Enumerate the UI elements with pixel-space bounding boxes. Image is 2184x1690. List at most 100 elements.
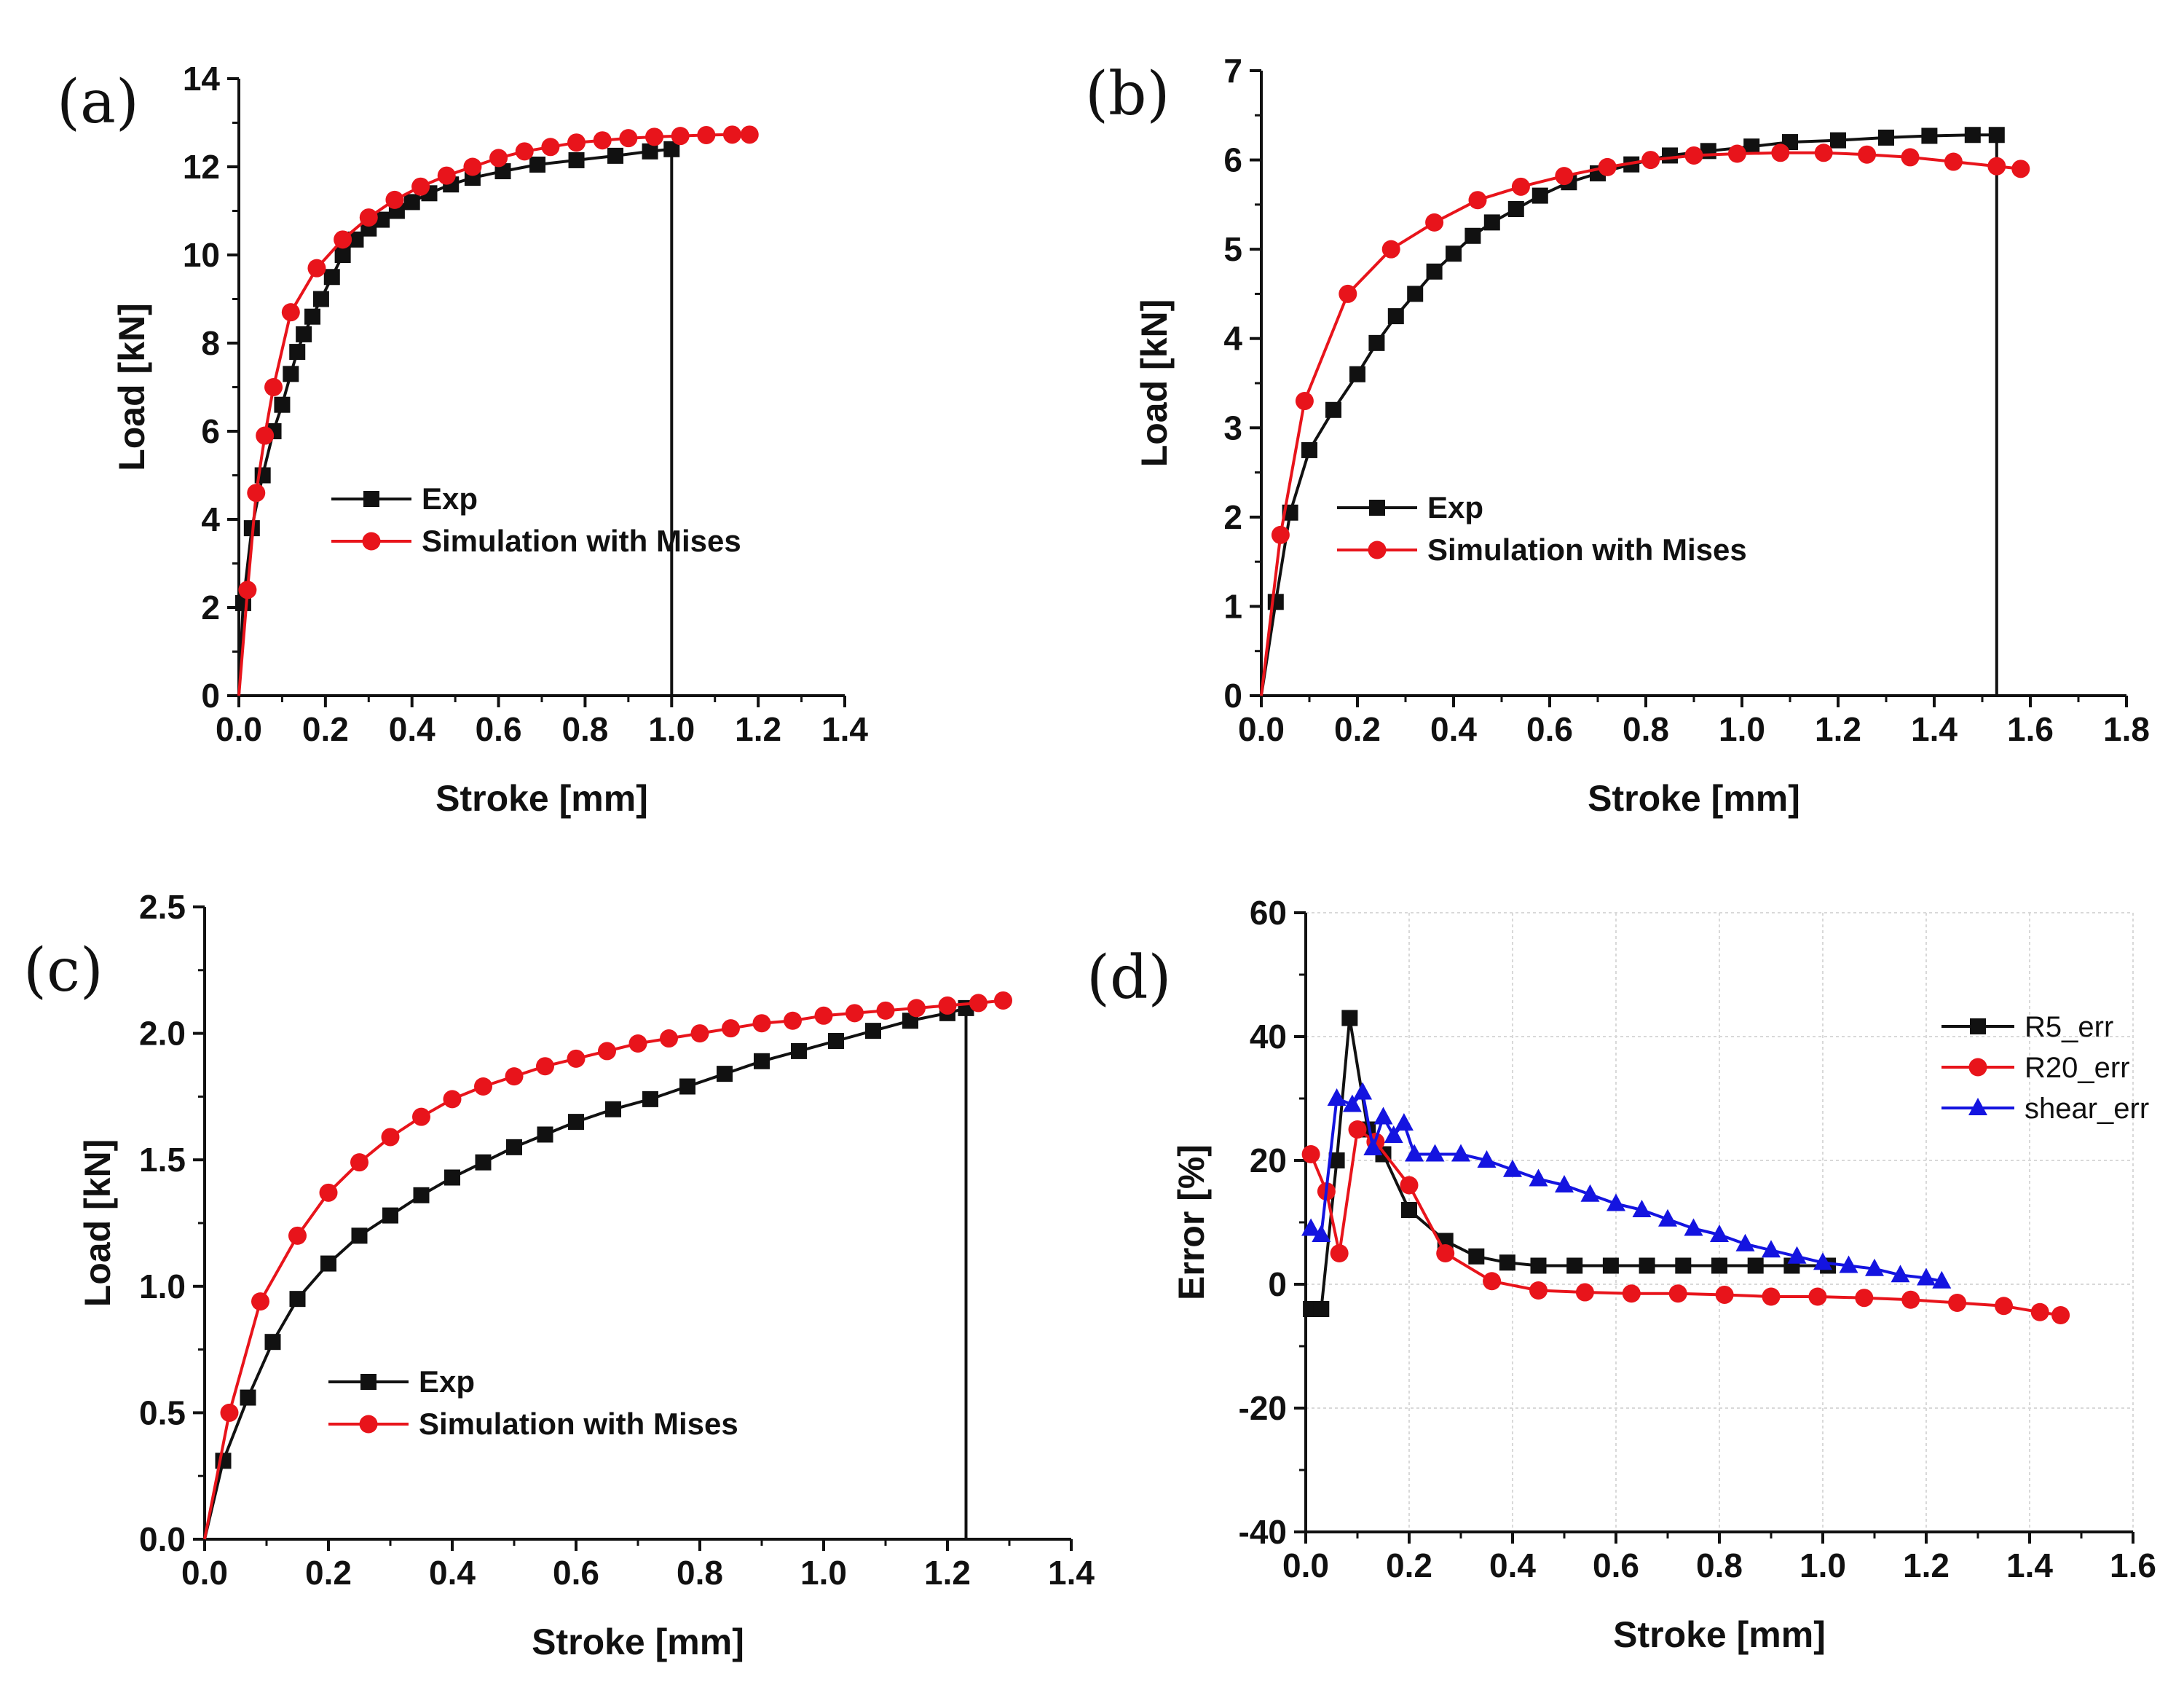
data-point xyxy=(1384,1125,1403,1143)
panel-label: (a) xyxy=(57,68,139,137)
data-point xyxy=(323,269,340,286)
data-point xyxy=(1555,1175,1574,1192)
x-tick-label: 0.0 xyxy=(216,710,262,748)
data-point xyxy=(1425,1144,1445,1162)
data-point xyxy=(1901,1290,1920,1309)
data-point xyxy=(1917,1268,1936,1286)
y-tick-label: 0.5 xyxy=(139,1394,186,1431)
data-point xyxy=(1328,1152,1345,1168)
x-axis-title: Stroke [mm] xyxy=(532,1622,744,1662)
y-axis-title: Error [%] xyxy=(1171,1144,1212,1300)
data-point xyxy=(1675,1257,1692,1274)
x-tick-label: 1.0 xyxy=(648,710,695,748)
data-point xyxy=(1426,263,1443,280)
data-point xyxy=(628,1034,647,1053)
data-point xyxy=(1987,157,2006,176)
data-point xyxy=(1662,147,1678,164)
x-tick-label: 1.4 xyxy=(1048,1554,1095,1592)
data-point xyxy=(374,211,390,228)
y-tick-label: 0 xyxy=(1223,677,1242,715)
data-point xyxy=(412,1107,430,1126)
data-point xyxy=(281,303,300,322)
series-simulation-with-mises xyxy=(237,125,759,696)
data-point xyxy=(671,127,690,146)
data-point xyxy=(1814,144,1833,162)
data-point xyxy=(2051,1306,2070,1324)
data-point xyxy=(1529,1168,1548,1187)
series-r20-err xyxy=(1301,1120,2070,1324)
data-point xyxy=(385,190,404,209)
x-tick-label: 0.6 xyxy=(553,1554,599,1592)
x-tick-label: 0.8 xyxy=(677,1554,723,1592)
data-point xyxy=(607,147,624,164)
data-point xyxy=(238,581,257,600)
data-point xyxy=(679,1078,695,1095)
data-point xyxy=(1948,1294,1967,1312)
data-point xyxy=(1507,200,1524,217)
data-point xyxy=(1301,1218,1321,1236)
data-point xyxy=(1341,1010,1358,1026)
x-tick-label: 1.4 xyxy=(821,710,868,748)
series-exp xyxy=(203,999,974,1540)
series-line xyxy=(1260,151,2022,696)
legend: R5_err R20_err shear_err xyxy=(1941,1011,2149,1125)
data-point xyxy=(1400,1176,1419,1195)
x-axis-title: Stroke [mm] xyxy=(1613,1614,1826,1655)
x-tick-label: 1.8 xyxy=(2103,710,2150,748)
data-point xyxy=(515,142,534,161)
legend-label: R20_err xyxy=(2025,1052,2130,1084)
data-point xyxy=(403,194,420,211)
chart-panel-1: (a) 0.0 0.2 0.4 0.6 0.8 1.0 1.2 1.4 0 2 4 6 8 10 12 14 St… xyxy=(57,60,868,819)
y-tick-label: 4 xyxy=(1223,320,1242,358)
data-point xyxy=(1684,1218,1703,1236)
data-point xyxy=(1988,127,2005,144)
data-point xyxy=(567,133,586,152)
data-point xyxy=(334,230,352,249)
data-point xyxy=(411,177,430,196)
data-point xyxy=(1855,1289,1874,1308)
panel-label: (c) xyxy=(23,936,103,1005)
data-point xyxy=(1891,1265,1910,1283)
data-point xyxy=(1464,227,1481,244)
data-point xyxy=(474,1077,492,1096)
data-point xyxy=(1425,213,1444,232)
data-point xyxy=(845,1004,864,1023)
data-point xyxy=(1530,1257,1547,1274)
data-point xyxy=(529,156,546,173)
legend-marker xyxy=(1968,1058,1987,1077)
x-tick-label: 1.6 xyxy=(2110,1546,2156,1584)
x-tick-label: 0.0 xyxy=(1238,710,1285,748)
legend-marker xyxy=(1369,500,1385,516)
data-point xyxy=(1468,1248,1485,1265)
data-point xyxy=(1531,187,1548,204)
data-point xyxy=(697,125,716,144)
data-point xyxy=(1401,1202,1417,1218)
x-tick-label: 0.2 xyxy=(1334,710,1381,748)
data-point xyxy=(907,999,926,1018)
data-point xyxy=(1839,1255,1858,1273)
data-point xyxy=(264,1334,281,1351)
data-point xyxy=(1368,334,1385,351)
data-point xyxy=(1363,1138,1383,1155)
data-point xyxy=(537,1126,553,1143)
data-point xyxy=(1387,308,1404,325)
legend-label: shear_err xyxy=(2025,1093,2149,1125)
series-shear-err xyxy=(1301,1082,1952,1289)
x-tick-label: 1.2 xyxy=(1815,710,1861,748)
data-point xyxy=(717,1066,733,1082)
data-point xyxy=(1511,177,1530,196)
data-point xyxy=(1436,1244,1455,1262)
x-tick-label: 0.8 xyxy=(561,710,608,748)
data-point xyxy=(1313,1301,1330,1317)
y-tick-label: 5 xyxy=(1223,230,1242,268)
data-point xyxy=(969,994,987,1013)
data-point xyxy=(350,1153,368,1172)
data-point xyxy=(359,208,378,227)
y-tick-label: -40 xyxy=(1239,1513,1287,1551)
data-point xyxy=(605,1101,621,1117)
y-tick-label: 40 xyxy=(1250,1018,1287,1056)
data-point xyxy=(413,1187,430,1203)
data-point xyxy=(1468,191,1487,210)
data-point xyxy=(1381,240,1400,259)
y-tick-label: 8 xyxy=(201,324,220,362)
